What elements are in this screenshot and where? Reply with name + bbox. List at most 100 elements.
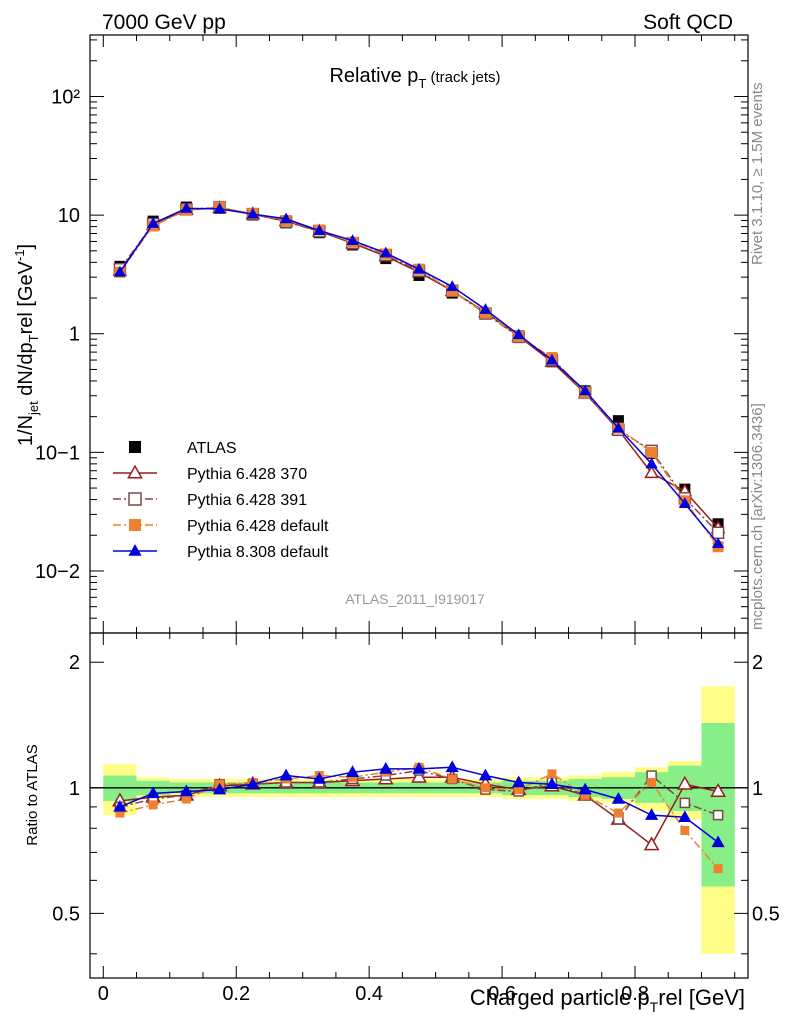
ratio-pythia-8-308-default-point xyxy=(213,782,227,795)
main-pythia-8-308-default-point xyxy=(280,212,293,224)
ratio-pythia-8-308-default-point xyxy=(645,808,659,820)
x-tick-label: 0.4 xyxy=(355,983,383,1005)
ratio-pythia-8-308-default-point xyxy=(113,799,127,812)
ratio-frame xyxy=(89,632,749,979)
main-pythia-8-308-default-point xyxy=(678,497,691,508)
ratio-pythia-6-428-default-point xyxy=(480,783,490,793)
ratio-y-tick-label-left: 0.5 xyxy=(52,903,80,925)
ratio-band-inner xyxy=(701,722,735,887)
main-atlas-point xyxy=(612,415,624,427)
ratio-pythia-8-308-default-point xyxy=(478,768,493,781)
watermark: ATLAS_2011_I919017 xyxy=(345,591,485,607)
main-pythia-8-308-default-point xyxy=(712,537,725,549)
header-left: 7000 GeV pp xyxy=(102,11,226,34)
main-series xyxy=(112,200,726,553)
ratio-pythia-8-308-default-point xyxy=(711,835,725,848)
ratio-pythia-8-308-default-point xyxy=(545,777,559,790)
main-y-tick-label: 10−2 xyxy=(35,561,80,583)
ratio-pythia-6-428-default-point xyxy=(348,772,358,782)
x-tick-label: 0.6 xyxy=(488,983,516,1005)
header-right: Soft QCD xyxy=(643,11,733,34)
ratio-pythia-6-428-370-point xyxy=(676,775,693,790)
ylabel-part-5: -1 xyxy=(12,249,27,261)
main-pythia-8-308-default-point xyxy=(479,303,492,314)
legend-label: ATLAS xyxy=(187,440,237,457)
main-ylabel: 1/Njet dN/dpTrel [GeV-1] xyxy=(12,244,41,446)
xtick-labels: 0 0.2 0.4 0.6 0.8 xyxy=(98,983,649,1005)
xlabel-part-1: T xyxy=(650,999,659,1015)
main-pythia-8-308-default-point xyxy=(346,234,359,245)
ratio-pythia-6-428-391-point xyxy=(679,797,691,809)
main-y-tick-label: 1 xyxy=(69,324,80,346)
ratio-ytick-labels: 0.5 0.5 1 1 2 2 xyxy=(52,652,780,925)
ratio-pythia-6-428-default-point xyxy=(514,785,524,795)
ratio-pythia-8-308-default-point xyxy=(345,765,360,777)
ratio-pythia-6-428-default-point xyxy=(580,790,590,800)
main-pythia-8-308-default-point xyxy=(579,384,592,396)
ratio-pythia-8-308-default-point xyxy=(379,761,393,774)
main-pythia-6-428-391-line xyxy=(119,206,719,534)
main-pythia-8-308-default-point xyxy=(246,207,259,219)
ratio-pythia-6-428-370-point xyxy=(710,783,726,798)
ratio-y-tick-label-right: 2 xyxy=(752,652,763,674)
x-tick-label: 0.2 xyxy=(222,983,250,1005)
legend: ATLAS Pythia 6.428 370 Pythia 6.428 391 Pyt… xyxy=(113,440,329,561)
main-pythia-8-308-default-point xyxy=(147,217,160,228)
ratio-pythia-8-308-default-point xyxy=(678,810,692,823)
ratio-pythia-6-428-370-point xyxy=(411,768,427,783)
ylabel-part-4: rel [GeV xyxy=(15,260,37,334)
ratio-pythia-8-308-default-point xyxy=(179,784,193,797)
side-mcplots: mcplots.cern.ch [arXiv:1306.3436] xyxy=(749,403,766,630)
legend-marker xyxy=(129,441,141,453)
x-tick-label: 0.8 xyxy=(621,983,649,1005)
ratio-pythia-8-308-default-point xyxy=(512,775,526,788)
main-pythia-8-308-default-point xyxy=(113,265,126,277)
side-rivet: Rivet 3.1.10, ≥ 1.5M events xyxy=(749,83,766,266)
main-title: Relative pT (track jets) xyxy=(329,65,500,91)
ratio-pythia-8-308-default-point xyxy=(445,760,459,773)
ratio-y-tick-label-left: 1 xyxy=(69,778,80,800)
main-y-tick-label: 10² xyxy=(51,87,80,109)
main-pythia-8-308-default-point xyxy=(213,202,226,214)
ratio-pythia-6-428-370-point xyxy=(643,836,660,851)
ratio-pythia-6-428-default-point xyxy=(713,864,723,874)
legend-marker xyxy=(129,519,141,531)
ratio-pythia-6-428-391-point xyxy=(712,809,724,821)
ylabel-part-2: dN/dp xyxy=(15,342,37,401)
legend-label: Pythia 8.308 default xyxy=(187,544,329,561)
main-y-tick-label: 10−1 xyxy=(35,442,80,464)
ratio-pythia-6-428-default-point xyxy=(148,800,158,810)
ratio-pythia-8-308-default-point xyxy=(279,768,293,781)
main-pythia-6-428-391-point xyxy=(711,526,725,540)
ylabel-part-3: T xyxy=(26,334,41,342)
ratio-pythia-8-308-default-point xyxy=(611,792,625,804)
legend-marker xyxy=(128,544,142,556)
ylabel-part-6: ] xyxy=(15,244,37,250)
xlabel-part-0: Charged particle p xyxy=(470,985,650,1010)
legend-marker xyxy=(128,492,142,506)
main-pythia-8-308-default-point xyxy=(412,262,426,274)
main-title-rest: (track jets) xyxy=(426,69,500,86)
ratio-pythia-6-428-default-point xyxy=(613,808,623,818)
main-pythia-6-428-370-point xyxy=(644,465,659,479)
main-title-text: Relative p xyxy=(329,65,418,87)
ratio-pythia-6-428-default-point xyxy=(447,774,457,784)
main-pythia-6-428-default-point xyxy=(646,446,658,458)
main-pythia-8-308-default-point xyxy=(612,421,625,433)
main-ytick-labels: 10−2 10−1 1 10 10² xyxy=(35,87,80,583)
ratio-pythia-6-428-default-point xyxy=(547,769,557,779)
xlabel-part-2: rel [GeV] xyxy=(658,985,745,1010)
ratio-pythia-8-308-default-point xyxy=(578,782,592,795)
main-pythia-8-308-default-point xyxy=(645,457,658,469)
ratio-pythia-8-308-default-point xyxy=(246,777,260,790)
main-title-sub: T xyxy=(418,76,426,91)
ratio-y-tick-label-right: 1 xyxy=(752,778,763,800)
axes-frames xyxy=(89,34,749,979)
ratio-y-tick-label-left: 2 xyxy=(69,652,80,674)
ratio-pythia-6-428-default-point xyxy=(647,777,657,787)
ratio-pythia-8-308-default-point xyxy=(146,786,160,799)
main-pythia-8-308-default-point xyxy=(180,202,193,213)
ratio-y-tick-label-right: 0.5 xyxy=(752,903,780,925)
ratio-pythia-6-428-default-point xyxy=(115,808,125,818)
